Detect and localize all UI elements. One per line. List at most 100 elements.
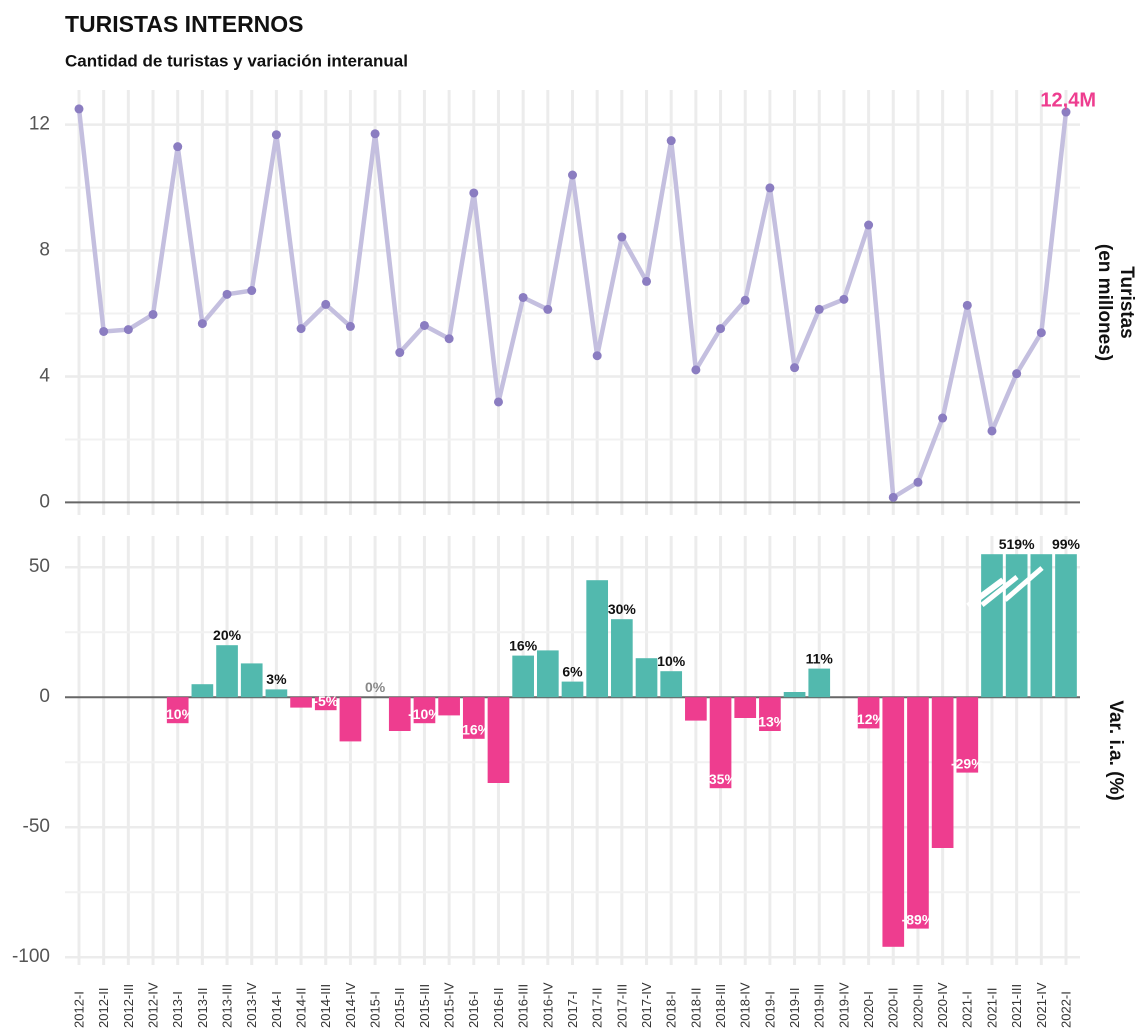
- bar: [586, 580, 609, 698]
- annotation: 12,4M: [1040, 89, 1096, 111]
- bar: [462, 697, 485, 739]
- bar: [956, 697, 979, 773]
- bar: [512, 655, 534, 698]
- x-tick-label: 2015-IV: [442, 982, 457, 1028]
- x-tick-label: 2012-III: [121, 984, 136, 1028]
- point: [74, 104, 84, 114]
- bar: [882, 697, 905, 947]
- x-tick-label: 2014-I: [269, 991, 284, 1028]
- point: [839, 294, 849, 304]
- bar: [438, 697, 460, 716]
- y-tick-label: 50: [29, 556, 50, 577]
- value-label: 10%: [657, 653, 686, 669]
- value-label: 99%: [1052, 536, 1081, 552]
- bar: [314, 697, 337, 711]
- point: [962, 300, 972, 310]
- point: [642, 276, 652, 286]
- x-tick-label: 2017-III: [614, 984, 629, 1028]
- bar: [191, 684, 214, 698]
- value-label: 519%: [999, 536, 1035, 552]
- x-tick-label: 2015-III: [417, 984, 432, 1028]
- chart-subtitle: Cantidad de turistas y variación interan…: [65, 51, 408, 70]
- bar: [1055, 554, 1077, 698]
- x-tick-label: 2016-IV: [540, 982, 555, 1028]
- point: [814, 304, 824, 314]
- point: [444, 334, 454, 344]
- point: [864, 220, 874, 230]
- y-tick-label: 0: [39, 686, 50, 707]
- x-tick-label: 2013-III: [219, 984, 234, 1028]
- x-tick-label: 2014-IV: [343, 982, 358, 1028]
- value-label: 6%: [562, 663, 583, 679]
- x-tick-label: 2013-II: [195, 988, 210, 1028]
- x-tick-label: 2018-I: [664, 991, 679, 1028]
- point: [197, 319, 207, 329]
- point: [395, 348, 405, 358]
- point: [790, 363, 800, 373]
- x-tick-label: 2019-II: [787, 988, 802, 1028]
- x-tick-label: 2017-II: [590, 988, 605, 1028]
- value-label: -35%: [704, 771, 737, 787]
- bar: [709, 697, 732, 789]
- bar: [685, 697, 707, 721]
- x-tick-label: 2017-I: [565, 991, 580, 1028]
- y-tick-label: 0: [39, 491, 50, 512]
- value-label: -10%: [408, 706, 441, 722]
- bar: [166, 697, 189, 724]
- bar: [536, 650, 559, 698]
- point: [740, 295, 750, 305]
- x-tick-label: 2021-IV: [1034, 982, 1049, 1028]
- x-tick-label: 2018-III: [713, 984, 728, 1028]
- x-tick-label: 2014-III: [318, 984, 333, 1028]
- value-label: -12%: [852, 711, 885, 727]
- point: [123, 325, 133, 335]
- bar: [413, 697, 436, 724]
- x-tick-label: 2012-II: [96, 988, 111, 1028]
- point: [469, 188, 479, 198]
- value-label: 0%: [365, 679, 386, 695]
- bar: [339, 697, 362, 742]
- bar: [265, 689, 288, 698]
- x-tick-label: 2019-III: [812, 984, 827, 1028]
- bar: [808, 668, 831, 698]
- x-tick-label: 2016-II: [491, 988, 506, 1028]
- bar: [561, 681, 584, 698]
- point: [345, 321, 355, 331]
- bar: [931, 697, 954, 848]
- value-label: 11%: [806, 650, 834, 666]
- point: [617, 232, 627, 242]
- chart-title: TURISTAS INTERNOS: [65, 11, 304, 37]
- point: [518, 292, 528, 302]
- x-tick-label: 2021-II: [984, 988, 999, 1028]
- point: [666, 136, 676, 146]
- x-tick-label: 2021-I: [960, 991, 975, 1028]
- value-label: -16%: [457, 722, 490, 738]
- axis-break: [966, 577, 1005, 609]
- value-label: -29%: [951, 755, 984, 771]
- x-tick-label: 2012-I: [71, 991, 86, 1028]
- point: [938, 413, 948, 423]
- bar: [907, 697, 929, 929]
- x-tick-label: 2020-I: [861, 991, 876, 1028]
- x-tick-label: 2019-IV: [836, 982, 851, 1028]
- point: [271, 130, 281, 140]
- point: [493, 397, 503, 407]
- y-tick-label: 12: [29, 114, 50, 135]
- x-tick-label: 2013-IV: [244, 982, 259, 1028]
- point: [99, 326, 109, 336]
- x-tick-label: 2017-IV: [639, 982, 654, 1028]
- point: [321, 299, 331, 309]
- bar: [660, 671, 683, 698]
- point: [691, 365, 701, 375]
- x-tick-label: 2021-III: [1009, 984, 1024, 1028]
- point: [592, 351, 602, 361]
- value-label: -13%: [754, 714, 787, 730]
- y-tick-label: 4: [39, 365, 50, 386]
- x-tick-label: 2015-II: [392, 988, 407, 1028]
- value-label: 20%: [213, 627, 242, 643]
- point: [1036, 328, 1046, 338]
- point: [987, 426, 997, 436]
- bar: [1005, 554, 1028, 698]
- value-label: 3%: [266, 671, 287, 687]
